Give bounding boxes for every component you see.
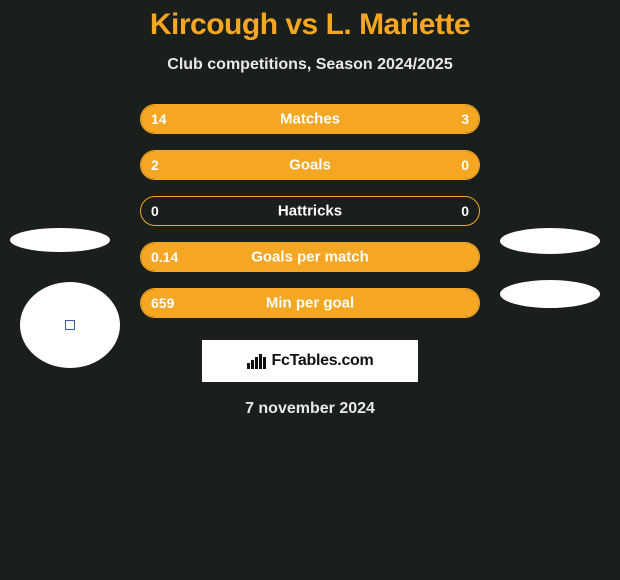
stat-value-right: 0 xyxy=(461,157,469,173)
subtitle: Club competitions, Season 2024/2025 xyxy=(167,56,452,74)
stat-row: 659 Min per goal xyxy=(140,288,480,318)
date-text: 7 november 2024 xyxy=(245,400,375,418)
stat-value-left: 2 xyxy=(151,157,159,173)
stat-row: 2 0 Goals xyxy=(140,150,480,180)
stat-value-left: 0 xyxy=(151,203,159,219)
stat-value-right: 3 xyxy=(461,111,469,127)
bar-left-fill xyxy=(141,105,405,133)
stat-label: Hattricks xyxy=(278,203,342,220)
stat-row: 0 0 Hattricks xyxy=(140,196,480,226)
stat-row: 14 3 Matches xyxy=(140,104,480,134)
bar-chart-icon xyxy=(247,354,266,369)
player-avatar xyxy=(20,282,120,368)
stat-label: Min per goal xyxy=(266,295,354,312)
stat-label: Goals per match xyxy=(251,249,369,266)
stat-value-right: 0 xyxy=(461,203,469,219)
player-oval xyxy=(500,228,600,254)
brand-text: FcTables.com xyxy=(272,352,374,370)
player-oval xyxy=(500,280,600,308)
avatar-badge-icon xyxy=(65,320,75,330)
stat-row: 0.14 Goals per match xyxy=(140,242,480,272)
stat-value-left: 659 xyxy=(151,295,174,311)
stat-label: Matches xyxy=(280,111,340,128)
stat-value-left: 14 xyxy=(151,111,167,127)
brand-badge: FcTables.com xyxy=(202,340,418,382)
page-title: Kircough vs L. Mariette xyxy=(150,8,470,42)
stat-value-left: 0.14 xyxy=(151,249,178,265)
comparison-chart: 14 3 Matches 2 0 Goals 0 0 Hattricks 0.14 Goals pe… xyxy=(0,104,620,318)
stat-label: Goals xyxy=(289,157,331,174)
player-oval xyxy=(10,228,110,252)
